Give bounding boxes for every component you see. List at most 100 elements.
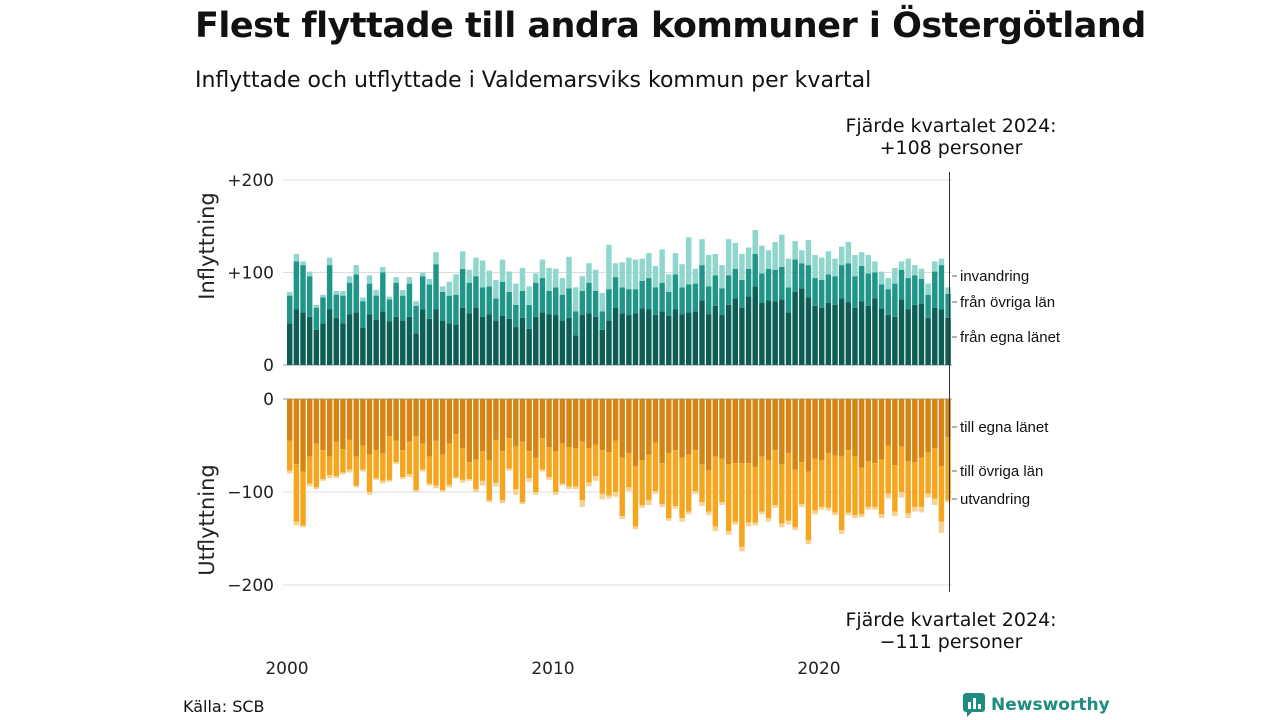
- bar-inflow: [945, 317, 951, 365]
- bar-outflow: [287, 399, 293, 441]
- bar-outflow: [426, 483, 433, 486]
- bar-outflow: [453, 434, 459, 478]
- bar-inflow: [792, 241, 798, 260]
- bar-outflow: [632, 526, 639, 530]
- bar-inflow: [632, 313, 639, 365]
- bar-inflow: [287, 291, 293, 296]
- bar-inflow: [619, 313, 625, 365]
- bar-outflow: [865, 399, 871, 462]
- bar-inflow: [865, 305, 871, 365]
- bar-inflow: [293, 261, 300, 310]
- bar-inflow: [852, 276, 858, 308]
- bar-outflow: [878, 399, 885, 460]
- bar-outflow: [725, 464, 732, 532]
- bar-inflow: [639, 308, 645, 365]
- axes: +200 +100 0 0 −100 −200 2000 2010 2020: [227, 171, 950, 679]
- bar-inflow: [938, 309, 945, 365]
- y-tick-label: +100: [227, 264, 274, 284]
- bar-inflow: [845, 241, 852, 264]
- bar-inflow: [646, 278, 652, 310]
- bar-outflow: [752, 522, 758, 526]
- bar-outflow: [832, 455, 838, 513]
- gridlines: [283, 179, 952, 586]
- bar-outflow: [287, 440, 293, 471]
- bar-inflow: [287, 295, 293, 324]
- bar-inflow: [313, 307, 320, 330]
- bar-outflow: [513, 446, 519, 490]
- bar-outflow: [566, 447, 572, 487]
- bar-outflow: [812, 458, 818, 511]
- bar-inflow: [413, 301, 419, 306]
- bar-inflow: [426, 278, 433, 285]
- bar-outflow: [559, 399, 566, 444]
- bar-outflow: [938, 465, 945, 522]
- bar-outflow: [513, 399, 519, 447]
- bar-inflow: [360, 301, 366, 328]
- bar-outflow: [692, 399, 699, 451]
- annotation-top-line2: +108 personer: [880, 137, 1023, 159]
- bar-outflow: [380, 452, 386, 481]
- bar-inflow: [519, 291, 526, 318]
- bar-outflow: [799, 504, 805, 507]
- bar-inflow: [752, 229, 758, 254]
- bar-outflow: [885, 493, 891, 499]
- bar-outflow: [612, 492, 619, 497]
- bar-inflow: [287, 323, 293, 366]
- bar-outflow: [885, 399, 891, 446]
- bar-inflow: [759, 273, 765, 304]
- bar-inflow: [360, 297, 366, 302]
- bar-outflow: [466, 478, 472, 481]
- bar-outflow: [898, 446, 905, 492]
- bar-inflow: [306, 316, 313, 365]
- bar-outflow: [845, 512, 852, 516]
- bar-outflow: [719, 502, 725, 506]
- bar-inflow: [439, 320, 446, 365]
- source-note: Källa: SCB: [183, 697, 265, 716]
- bar-inflow: [506, 291, 512, 319]
- bar-outflow: [446, 399, 453, 444]
- bar-inflow: [606, 244, 612, 290]
- bar-inflow: [892, 316, 898, 365]
- bar-outflow: [652, 399, 659, 443]
- bar-inflow: [719, 265, 725, 289]
- bar-outflow: [373, 478, 379, 480]
- bar-outflow: [486, 500, 492, 503]
- bar-outflow: [433, 485, 439, 489]
- bar-inflow: [759, 303, 765, 365]
- bar-inflow: [785, 258, 792, 288]
- bar-outflow: [932, 399, 938, 449]
- bar-inflow: [612, 277, 619, 308]
- bar-outflow: [858, 514, 865, 518]
- bar-outflow: [659, 463, 665, 505]
- bar-outflow: [872, 463, 878, 507]
- bar-outflow: [606, 399, 612, 453]
- bar-outflow: [732, 521, 738, 525]
- bar-outflow: [439, 399, 446, 455]
- bar-inflow: [659, 282, 665, 312]
- bar-outflow: [546, 477, 552, 480]
- bar-outflow: [393, 399, 399, 441]
- bar-inflow: [380, 266, 386, 273]
- bar-inflow: [572, 311, 579, 336]
- annotation-bottom-line2: −111 personer: [880, 631, 1023, 653]
- bar-outflow: [945, 437, 951, 501]
- bar-inflow: [918, 278, 925, 304]
- bar-outflow: [439, 454, 446, 491]
- bar-outflow: [799, 462, 805, 505]
- bar-inflow: [446, 323, 453, 366]
- bar-inflow: [712, 275, 719, 306]
- bar-outflow: [386, 479, 393, 482]
- bar-outflow: [765, 399, 772, 461]
- bar-outflow: [832, 512, 838, 516]
- bar-outflow: [885, 445, 891, 494]
- bar-inflow: [632, 259, 639, 290]
- bar-outflow: [892, 465, 898, 512]
- bar-outflow: [420, 469, 426, 472]
- bar-outflow: [705, 511, 712, 516]
- bar-inflow: [925, 283, 931, 295]
- bar-inflow: [366, 314, 373, 366]
- bar-outflow: [606, 452, 612, 496]
- bar-outflow: [366, 399, 373, 455]
- bar-outflow: [905, 399, 911, 462]
- bar-outflow: [300, 471, 306, 526]
